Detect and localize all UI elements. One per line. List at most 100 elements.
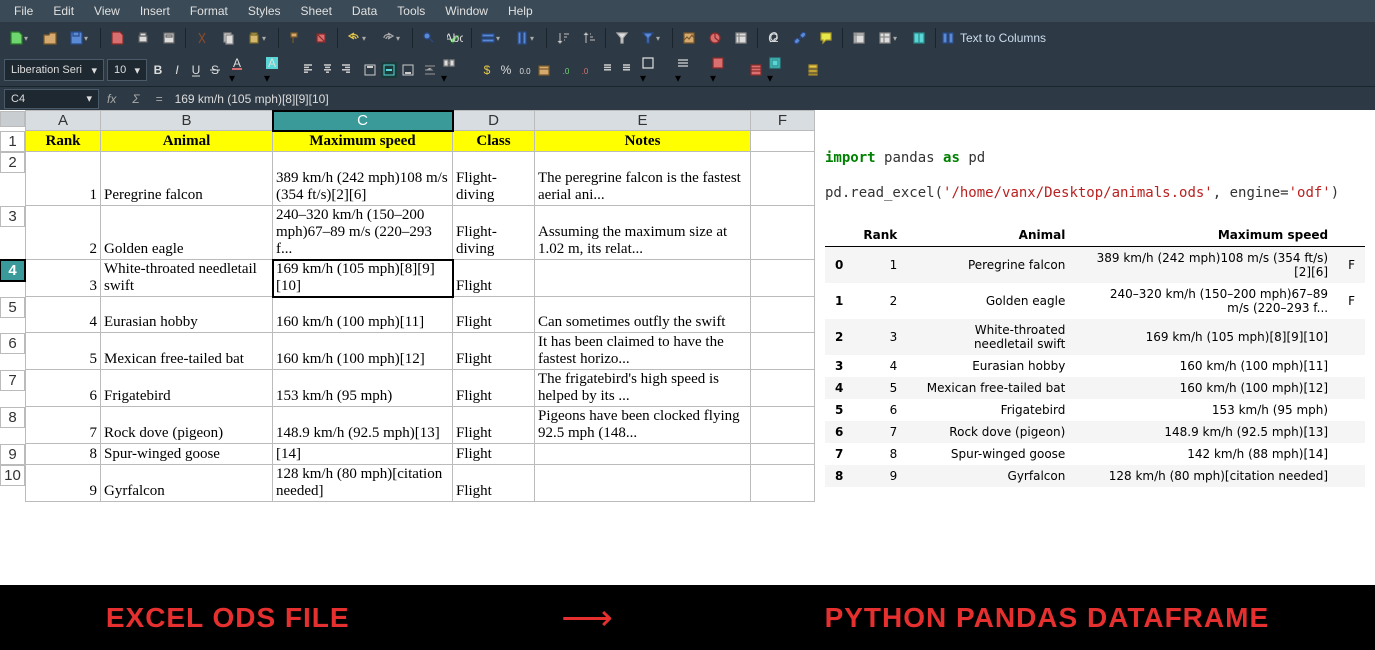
- cell[interactable]: Golden eagle: [101, 206, 273, 260]
- text-columns-icon[interactable]: Text to Columns: [940, 30, 1046, 46]
- cell[interactable]: 7: [26, 407, 101, 444]
- cell[interactable]: Flight: [453, 260, 535, 297]
- redo-icon[interactable]: ▾: [376, 26, 408, 50]
- bold-icon[interactable]: B: [150, 62, 166, 78]
- date-icon[interactable]: [536, 62, 552, 78]
- special-char-icon[interactable]: Ω: [762, 26, 786, 50]
- pdf-icon[interactable]: [105, 26, 129, 50]
- cell[interactable]: 160 km/h (100 mph)[12]: [273, 333, 453, 370]
- wrap-icon[interactable]: [422, 62, 438, 78]
- cell[interactable]: Gyrfalcon: [101, 465, 273, 502]
- align-right-icon[interactable]: [340, 62, 356, 78]
- borders-icon[interactable]: ▾: [640, 55, 672, 85]
- currency-icon[interactable]: $: [479, 62, 495, 78]
- col-header-E[interactable]: E: [535, 111, 751, 131]
- headers-icon[interactable]: [847, 26, 871, 50]
- chart-icon[interactable]: [703, 26, 727, 50]
- menu-edit[interactable]: Edit: [43, 4, 84, 18]
- fx-icon[interactable]: fx: [99, 92, 124, 106]
- add-decimal-icon[interactable]: .0: [558, 62, 574, 78]
- font-size-select[interactable]: 10▾: [107, 59, 147, 81]
- cell[interactable]: Flight: [453, 407, 535, 444]
- row-header-2[interactable]: 2: [0, 152, 25, 173]
- sort-asc-icon[interactable]: [551, 26, 575, 50]
- row-header-3[interactable]: 3: [0, 206, 25, 227]
- header-cell[interactable]: Maximum speed: [273, 131, 453, 152]
- image-icon[interactable]: [677, 26, 701, 50]
- menu-window[interactable]: Window: [435, 4, 498, 18]
- cell[interactable]: Can sometimes outfly the swift: [535, 297, 751, 333]
- cell[interactable]: Flight-diving: [453, 152, 535, 206]
- col-header-F[interactable]: F: [751, 111, 815, 131]
- cell[interactable]: White-throated needletail swift: [101, 260, 273, 297]
- col-header-A[interactable]: A: [26, 111, 101, 131]
- row-header-10[interactable]: 10: [0, 465, 25, 486]
- paste-icon[interactable]: ▾: [242, 26, 274, 50]
- freeze-icon[interactable]: ▾: [873, 26, 905, 50]
- cell[interactable]: Flight: [453, 370, 535, 407]
- cell[interactable]: 389 km/h (242 mph)108 m/s (354 ft/s)[2][…: [273, 152, 453, 206]
- menu-file[interactable]: File: [4, 4, 43, 18]
- cell[interactable]: [535, 465, 751, 502]
- find-icon[interactable]: [417, 26, 441, 50]
- cell[interactable]: Mexican free-tailed bat: [101, 333, 273, 370]
- cell[interactable]: The peregrine falcon is the fastest aeri…: [535, 152, 751, 206]
- header-cell[interactable]: Animal: [101, 131, 273, 152]
- clear-format-icon[interactable]: [309, 26, 333, 50]
- comment-icon[interactable]: [814, 26, 838, 50]
- cell[interactable]: 4: [26, 297, 101, 333]
- open-icon[interactable]: [38, 26, 62, 50]
- cell[interactable]: Assuming the maximum size at 1.02 m, its…: [535, 206, 751, 260]
- menu-help[interactable]: Help: [498, 4, 543, 18]
- cell[interactable]: Spur-winged goose: [101, 444, 273, 465]
- cell[interactable]: [535, 444, 751, 465]
- copy-icon[interactable]: [216, 26, 240, 50]
- cell[interactable]: Flight: [453, 444, 535, 465]
- underline-icon[interactable]: U: [188, 62, 204, 78]
- equals-icon[interactable]: =: [148, 92, 171, 106]
- menu-view[interactable]: View: [84, 4, 130, 18]
- cell[interactable]: The frigatebird's high speed is helped b…: [535, 370, 751, 407]
- cell[interactable]: 128 km/h (80 mph)[citation needed]: [273, 465, 453, 502]
- cell[interactable]: Pigeons have been clocked flying 92.5 mp…: [535, 407, 751, 444]
- merge-icon[interactable]: ▾: [441, 55, 473, 85]
- menu-insert[interactable]: Insert: [130, 4, 180, 18]
- cell[interactable]: 3: [26, 260, 101, 297]
- col-header-C[interactable]: C: [273, 111, 453, 131]
- cell[interactable]: 153 km/h (95 mph): [273, 370, 453, 407]
- print-preview-icon[interactable]: [157, 26, 181, 50]
- sort-desc-icon[interactable]: [577, 26, 601, 50]
- align-left-icon[interactable]: [302, 62, 318, 78]
- spellcheck-icon[interactable]: Abc: [443, 26, 467, 50]
- cell[interactable]: 2: [26, 206, 101, 260]
- cond-format-icon[interactable]: ▾: [767, 55, 799, 85]
- cell[interactable]: Eurasian hobby: [101, 297, 273, 333]
- col-header-D[interactable]: D: [453, 111, 535, 131]
- menu-format[interactable]: Format: [180, 4, 238, 18]
- pivot-icon[interactable]: [729, 26, 753, 50]
- cell[interactable]: 240–320 km/h (150–200 mph)67–89 m/s (220…: [273, 206, 453, 260]
- cell[interactable]: 9: [26, 465, 101, 502]
- undo-icon[interactable]: ▾: [342, 26, 374, 50]
- cell[interactable]: 8: [26, 444, 101, 465]
- row-header-6[interactable]: 6: [0, 333, 25, 354]
- cell[interactable]: 1: [26, 152, 101, 206]
- align-center-icon[interactable]: [321, 62, 337, 78]
- row-header-7[interactable]: 7: [0, 370, 25, 391]
- percent-icon[interactable]: %: [498, 62, 514, 78]
- indent-dec-icon[interactable]: [599, 62, 615, 78]
- hyperlink-icon[interactable]: [788, 26, 812, 50]
- cell[interactable]: Flight: [453, 297, 535, 333]
- border-color-icon[interactable]: ▾: [710, 55, 742, 85]
- autofilter-icon[interactable]: [610, 26, 634, 50]
- cell[interactable]: Flight-diving: [453, 206, 535, 260]
- font-name-select[interactable]: Liberation Seri▾: [4, 59, 104, 81]
- split-icon[interactable]: [907, 26, 931, 50]
- valign-top-icon[interactable]: [362, 62, 378, 78]
- cell[interactable]: Flight: [453, 333, 535, 370]
- styles-icon[interactable]: [805, 62, 821, 78]
- name-box[interactable]: C4▾: [4, 89, 99, 109]
- cell[interactable]: 148.9 km/h (92.5 mph)[13]: [273, 407, 453, 444]
- row-header-5[interactable]: 5: [0, 297, 25, 318]
- del-decimal-icon[interactable]: .0: [577, 62, 593, 78]
